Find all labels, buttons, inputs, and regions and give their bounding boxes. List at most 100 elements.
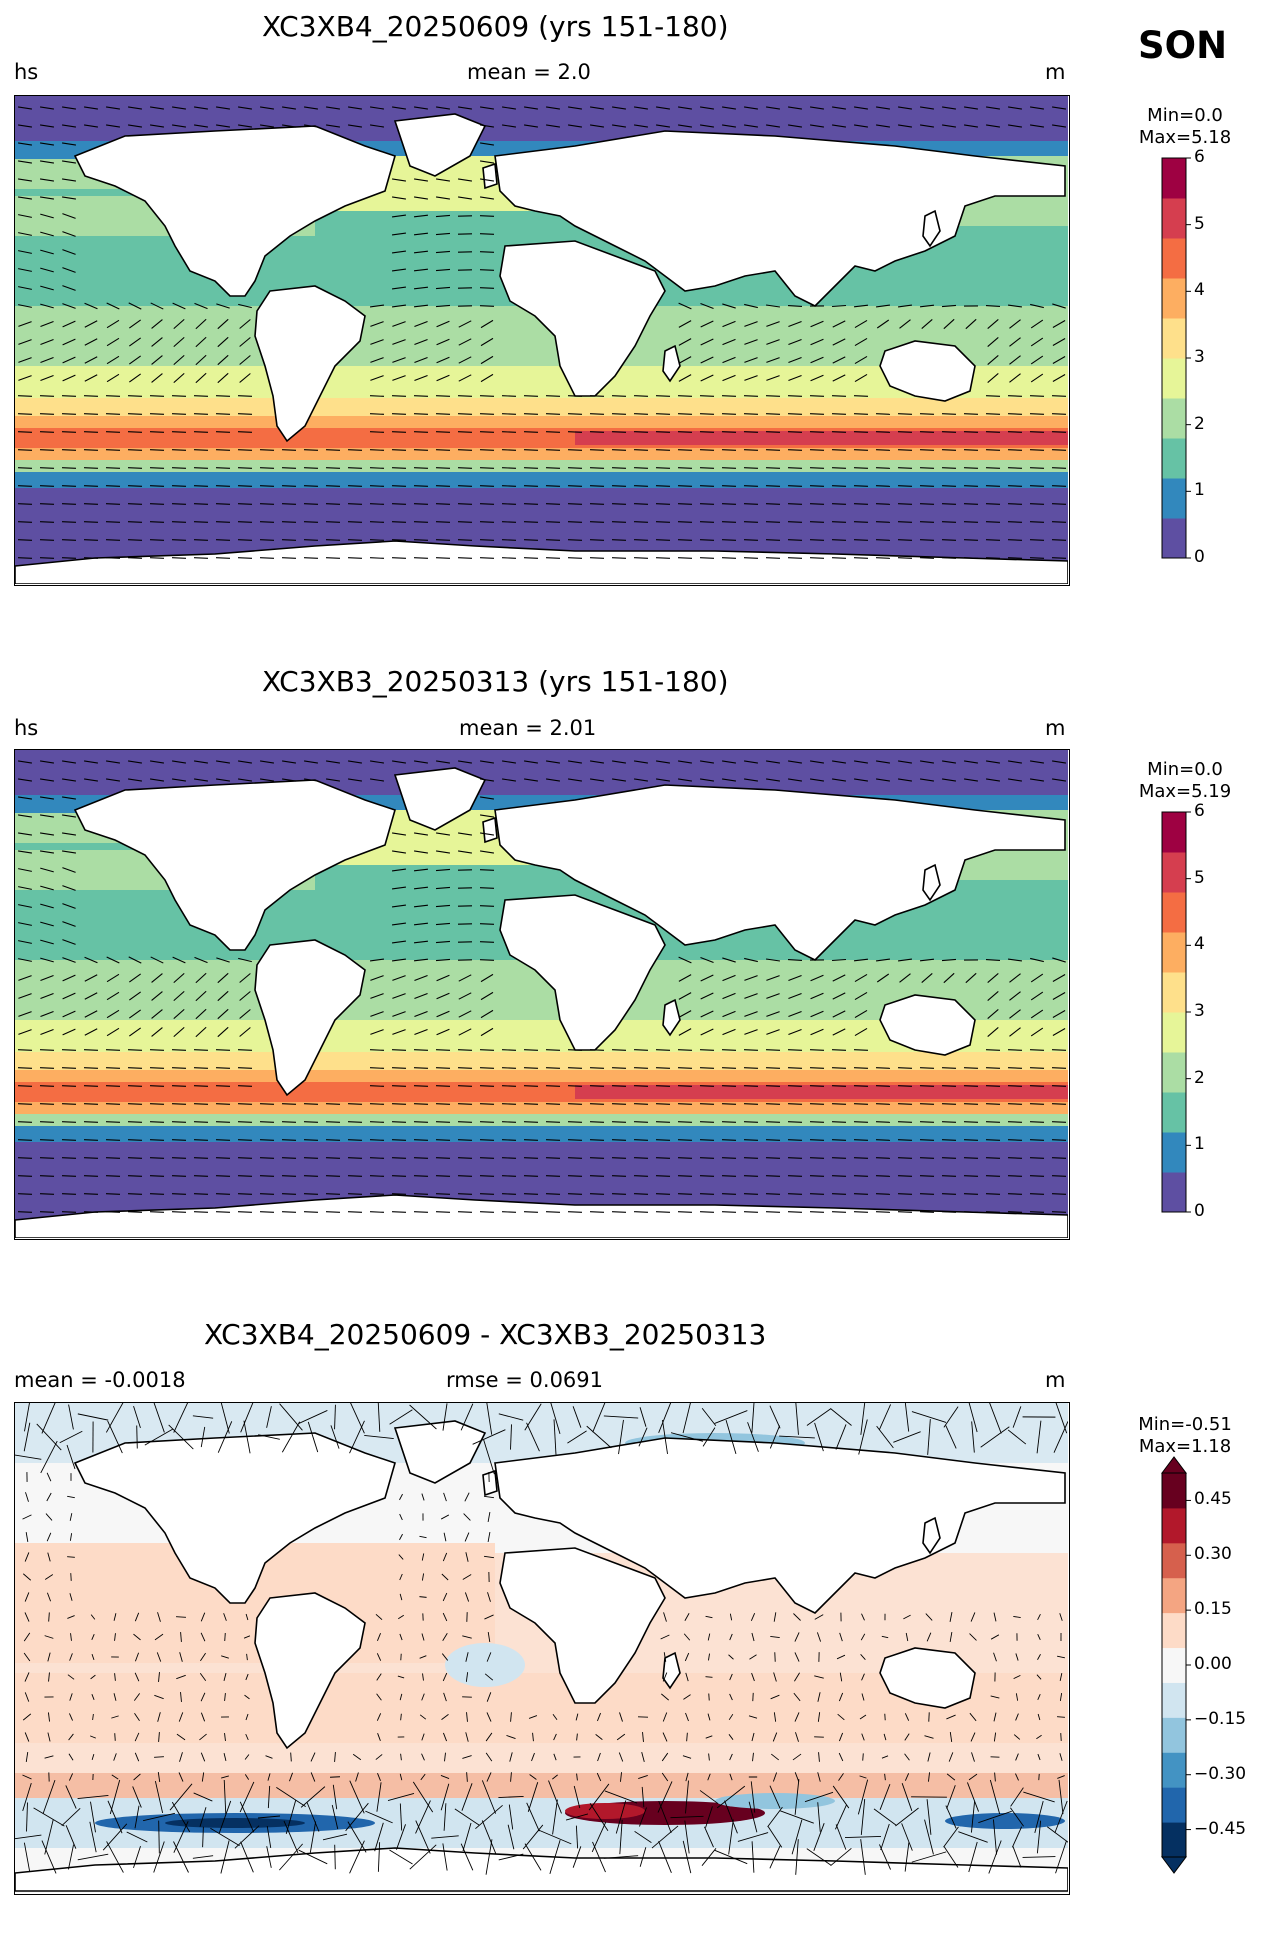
wave-direction-arrow [39,503,55,505]
wave-direction-arrow [215,1211,231,1213]
wave-direction-arrow [545,1193,561,1195]
panel-3-mean-label: mean = -0.0018 [14,1368,186,1392]
wave-direction-arrow [809,1067,825,1069]
wave-direction-arrow [721,431,737,433]
difference-vector [334,1404,336,1430]
wave-direction-arrow [1007,1139,1023,1141]
wave-direction-arrow [810,338,824,346]
wave-direction-arrow [809,503,825,505]
wave-direction-arrow [832,974,846,982]
wave-direction-arrow [435,1049,451,1051]
wave-direction-arrow [744,321,758,327]
wave-direction-arrow [809,760,825,764]
difference-vector [498,1853,524,1861]
wave-direction-arrow [479,467,495,469]
wave-direction-arrow [17,832,33,836]
difference-vector [442,1403,448,1431]
difference-vector [91,1694,95,1700]
difference-vector [61,1807,81,1827]
wave-direction-arrow [611,124,627,128]
wave-direction-arrow [127,1085,143,1087]
wave-direction-arrow [435,196,451,200]
wave-direction-arrow [173,354,185,366]
wave-direction-arrow [897,1211,913,1213]
wave-direction-arrow [501,106,517,110]
difference-vector [245,1673,249,1681]
wave-direction-arrow [700,374,714,382]
wave-direction-arrow [457,1103,473,1105]
difference-vector [77,1795,109,1799]
wave-direction-arrow [83,1085,99,1087]
colorbar-swatch [1162,1507,1186,1544]
wave-direction-arrow [435,431,451,433]
wave-direction-arrow [413,539,429,541]
difference-vector [498,1413,524,1421]
wave-direction-arrow [215,485,231,487]
wave-direction-arrow [435,395,451,397]
wave-direction-arrow [479,539,495,541]
colorbar-swatch [1162,1542,1186,1579]
difference-vector [399,1573,403,1581]
difference-vector [234,1825,260,1849]
wave-direction-arrow [633,1049,649,1051]
wave-direction-arrow [391,886,407,890]
wave-direction-arrow [1051,503,1067,505]
difference-vector [347,1821,367,1853]
wave-direction-arrow [259,106,275,110]
difference-vector [419,1596,427,1598]
wave-direction-arrow [589,413,605,415]
wave-direction-arrow [413,196,429,200]
difference-vector [65,1825,77,1849]
wave-direction-arrow [963,1067,979,1069]
wave-direction-arrow [1007,1193,1023,1195]
wave-direction-arrow [40,338,54,346]
wave-direction-arrow [61,124,77,128]
difference-vector [553,1733,557,1741]
wave-direction-arrow [193,395,209,397]
wave-direction-arrow [721,395,737,397]
wave-direction-arrow [39,1121,55,1123]
difference-vector [615,1800,627,1834]
difference-vector [748,1801,758,1833]
wave-direction-arrow [743,1085,759,1087]
wave-direction-arrow [325,467,341,469]
wave-direction-arrow [303,1121,319,1123]
wave-direction-arrow [83,778,99,782]
difference-vector [41,1403,56,1434]
wave-direction-arrow [765,760,781,764]
colorbar-swatch [1162,852,1186,893]
difference-vector [376,1673,382,1681]
difference-vector [245,1613,249,1621]
panel-1-map [14,95,1070,586]
wave-direction-arrow [39,557,55,559]
colorbar-swatch [1162,1052,1186,1093]
wave-direction-arrow [677,124,693,128]
difference-vector [440,1783,450,1811]
wave-direction-arrow [215,503,231,505]
wave-direction-arrow [853,1121,869,1123]
difference-vector [68,1753,74,1761]
difference-vector [47,1652,51,1662]
difference-vector [639,1407,647,1427]
difference-vector [441,1714,449,1720]
wave-direction-arrow [61,521,77,523]
wave-direction-arrow [369,413,385,415]
wave-direction-arrow [18,868,32,872]
wave-direction-arrow [479,1103,495,1105]
difference-vector [154,1780,164,1814]
wave-direction-arrow [853,431,869,433]
difference-vector [1034,1800,1044,1834]
wave-direction-arrow [633,778,649,782]
wave-direction-arrow [787,449,803,451]
wave-direction-arrow [61,1121,77,1123]
wave-direction-arrow [545,1067,561,1069]
difference-vector [1013,1615,1021,1619]
wave-direction-arrow [787,305,803,307]
wave-direction-arrow [853,449,869,451]
wave-direction-arrow [875,760,891,764]
wave-direction-arrow [435,557,451,559]
wave-direction-arrow [325,503,341,505]
difference-vector [41,1840,57,1874]
wave-direction-arrow [193,124,209,128]
wave-direction-arrow [545,1211,561,1213]
